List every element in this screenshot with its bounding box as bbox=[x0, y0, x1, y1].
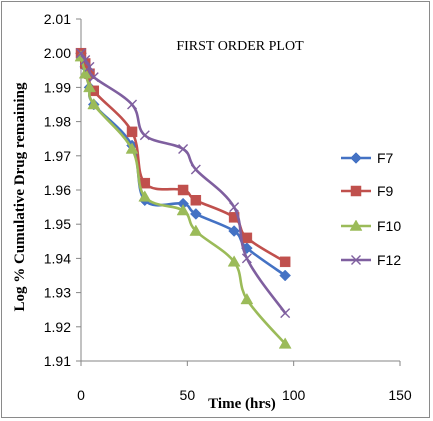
data-point-f12 bbox=[127, 99, 138, 110]
series-layer bbox=[74, 47, 292, 349]
y-tick-label: 1.92 bbox=[44, 319, 71, 335]
legend-label-f12: F12 bbox=[377, 252, 401, 268]
data-point-f12 bbox=[241, 253, 252, 264]
series-line-f12 bbox=[79, 51, 287, 315]
data-point-f10 bbox=[83, 80, 96, 93]
legend-marker-f12 bbox=[351, 255, 361, 265]
y-tick-label: 2.00 bbox=[44, 45, 71, 61]
x-tick-label: 150 bbox=[388, 387, 412, 403]
data-point-f10 bbox=[78, 67, 92, 79]
data-point-f10 bbox=[240, 292, 254, 305]
data-point-f10 bbox=[189, 224, 203, 236]
chart-title: FIRST ORDER PLOT bbox=[176, 39, 304, 54]
data-point-f9 bbox=[177, 184, 189, 196]
y-tick-label: 2.01 bbox=[44, 11, 71, 27]
legend-marker-f7 bbox=[350, 152, 362, 164]
legend-marker-f9 bbox=[350, 185, 362, 197]
legend: F7 F9 F10 F12 bbox=[341, 150, 401, 268]
y-tick-label: 1.98 bbox=[44, 114, 71, 130]
data-point-f9 bbox=[241, 232, 253, 244]
x-tick-label: 50 bbox=[180, 387, 196, 403]
data-point-f12 bbox=[139, 130, 150, 141]
data-point-f12 bbox=[80, 55, 91, 66]
x-tick-label: 0 bbox=[77, 387, 85, 403]
data-point-f10 bbox=[176, 204, 190, 216]
series-line-f9 bbox=[79, 51, 287, 264]
legend-label-f10: F10 bbox=[377, 218, 401, 234]
legend-marker-f10 bbox=[349, 219, 363, 231]
y-tick-label: 1.93 bbox=[44, 285, 71, 301]
legend-label-f7: F7 bbox=[377, 150, 394, 166]
y-tick-label: 1.96 bbox=[44, 182, 71, 198]
x-axis-title: Time (hrs) bbox=[208, 396, 276, 412]
data-point-f10 bbox=[87, 97, 101, 110]
legend-label-f9: F9 bbox=[377, 183, 394, 199]
data-point-f10 bbox=[125, 142, 139, 154]
y-tick-label: 1.95 bbox=[44, 216, 71, 232]
series-f10 bbox=[74, 50, 292, 349]
y-tick-label: 1.99 bbox=[44, 79, 71, 95]
data-point-f9 bbox=[126, 126, 138, 138]
data-point-f7 bbox=[279, 269, 292, 282]
series-f9 bbox=[75, 47, 291, 268]
data-point-f9 bbox=[279, 256, 291, 268]
y-tick-label: 1.94 bbox=[44, 250, 71, 266]
x-tick-label: 100 bbox=[282, 387, 306, 403]
data-point-f7 bbox=[228, 225, 240, 237]
data-point-f12 bbox=[280, 308, 291, 319]
data-point-f10 bbox=[227, 255, 241, 267]
data-point-f10 bbox=[278, 337, 292, 349]
data-point-f10 bbox=[138, 190, 152, 202]
data-point-f12 bbox=[76, 48, 86, 59]
data-point-f12 bbox=[178, 143, 189, 154]
data-point-f12 bbox=[88, 72, 99, 83]
data-point-f12 bbox=[84, 61, 95, 72]
axes: 1.91 1.92 1.93 1.94 1.95 1.96 1.97 1.98 1.99 2.00… bbox=[44, 11, 412, 403]
series-f12 bbox=[76, 48, 291, 319]
y-tick-label: 1.97 bbox=[44, 148, 71, 164]
y-axis-title: Log % Cumulative Drug remaining bbox=[12, 82, 28, 311]
data-point-f7 bbox=[189, 208, 202, 220]
y-tick-label: 1.91 bbox=[44, 353, 71, 369]
data-point-f12 bbox=[190, 164, 201, 175]
data-point-f9 bbox=[190, 195, 202, 206]
data-point-f12 bbox=[229, 202, 240, 213]
